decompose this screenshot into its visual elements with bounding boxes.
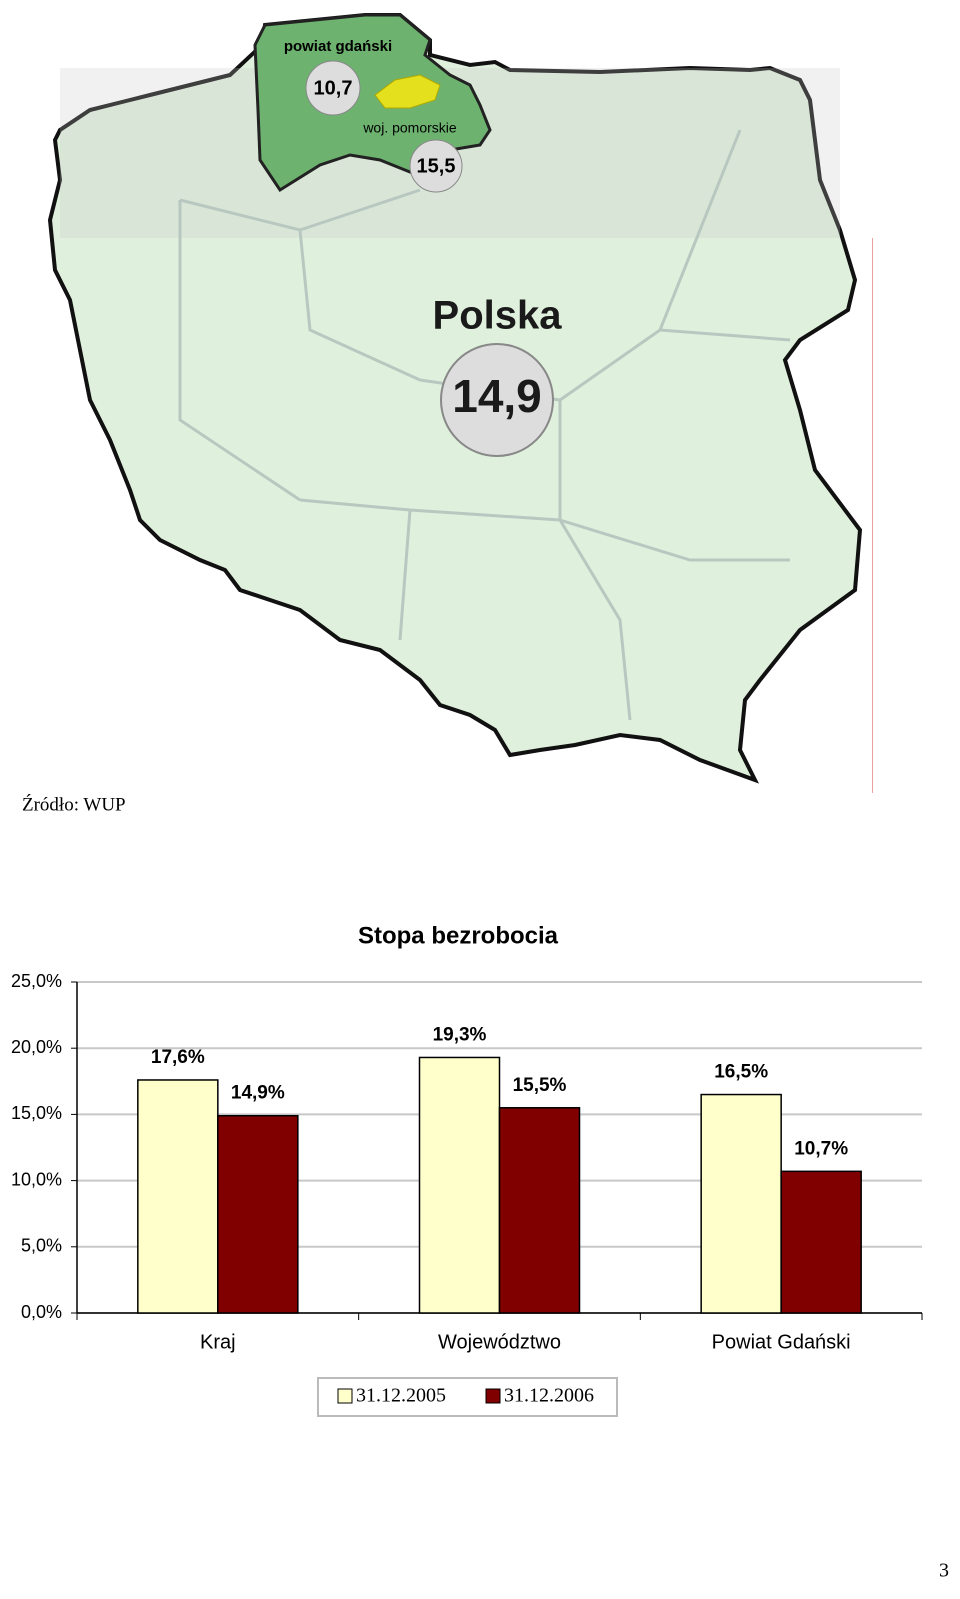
y-tick-label: 25,0%	[11, 971, 62, 991]
value-label: 15,5%	[513, 1075, 567, 1096]
legend-label: 31.12.2005	[356, 1385, 446, 1407]
country-label: Polska	[433, 294, 563, 338]
y-tick-label: 5,0%	[21, 1236, 62, 1256]
legend-label: 31.12.2006	[504, 1385, 594, 1407]
source-note: Źródło: WUP	[22, 793, 126, 815]
region-value: 15,5	[417, 155, 456, 177]
legend-box	[317, 1377, 618, 1417]
y-tick-label: 20,0%	[11, 1037, 62, 1057]
country-circle	[440, 343, 554, 457]
region-label: woj. pomorskie	[362, 120, 457, 136]
y-tick-label: 10,0%	[11, 1169, 62, 1189]
edge-line	[872, 238, 873, 793]
bar	[498, 1107, 581, 1314]
bar	[137, 1079, 219, 1314]
x-tick-label: Województwo	[438, 1331, 561, 1353]
x-tick-label: Kraj	[200, 1331, 236, 1353]
map: powiat gdański 10,7 woj. pomorskie 15,5 …	[47, 13, 873, 793]
value-label: 17,6%	[151, 1047, 205, 1068]
region-borders	[178, 129, 791, 721]
value-label: 16,5%	[714, 1062, 768, 1083]
legend-swatch	[337, 1388, 353, 1404]
y-tick-label: 0,0%	[21, 1302, 62, 1322]
district-circle	[305, 60, 361, 116]
region-circle	[409, 139, 463, 193]
district-label: powiat gdański	[284, 38, 392, 55]
page-number: 3	[939, 1560, 949, 1582]
legend-swatch	[485, 1388, 501, 1404]
value-label: 14,9%	[231, 1083, 285, 1104]
bar	[217, 1114, 299, 1314]
district-value: 10,7	[314, 77, 353, 99]
value-label: 10,7%	[794, 1138, 848, 1159]
chart-title: Stopa bezrobocia	[358, 922, 559, 949]
value-label: 19,3%	[433, 1024, 487, 1045]
y-tick-label: 15,0%	[11, 1103, 62, 1123]
x-tick-label: Powiat Gdański	[712, 1331, 851, 1353]
bar	[780, 1170, 862, 1314]
gdansk-district	[374, 74, 441, 109]
bar	[418, 1056, 501, 1314]
country-value: 14,9	[452, 370, 542, 422]
bar	[700, 1093, 782, 1314]
